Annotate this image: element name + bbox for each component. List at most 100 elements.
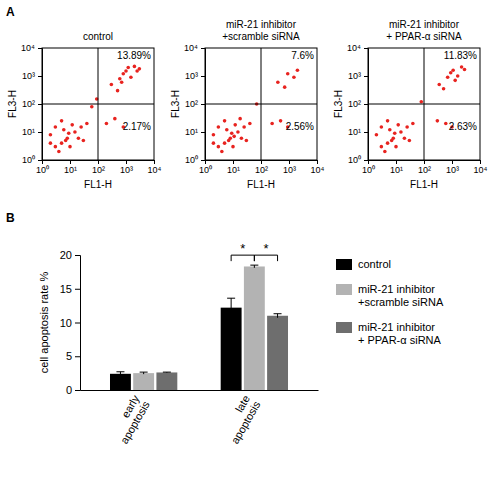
bar [133,373,154,390]
tick-label: lateapoptosis [218,393,263,446]
point [138,67,142,71]
point [77,136,81,140]
point [124,69,128,73]
tick: 10⁰ [22,155,42,165]
point [411,122,415,126]
tick: 10³ [283,160,296,175]
tick-label: 10⁰ [185,155,198,165]
significance-label: * [263,241,268,256]
tick: 10¹ [390,160,403,175]
point [394,145,398,149]
text-line: miR-21 inhibitor [226,19,297,30]
plot-frame [205,48,317,160]
tick-label: 0 [66,384,72,396]
tick-mark [75,390,80,391]
text-line: +scramble siRNA [222,31,300,42]
text-line: control [83,31,113,42]
point [217,125,221,129]
point [116,89,120,93]
tick-mark [75,255,80,256]
tick-mark [317,160,318,164]
x-axis-title: FL1-H [84,179,112,190]
error-bar [277,314,278,318]
quadrant-percentage: 11.83% [444,50,477,61]
tick: 10⁴ [347,43,368,53]
legend: controlmiR-21 inhibitor+scramble siRNAmi… [336,258,444,346]
tick: 10² [418,160,431,175]
tick-mark [38,48,42,49]
tick-mark [396,160,397,164]
tick-label: 10⁰ [348,155,361,165]
point [419,100,423,104]
panel-label: A [6,5,15,19]
tick-label: 10³ [185,71,198,81]
bar [244,266,265,390]
point [405,125,409,129]
y-axis-title: cell apoptosis rate % [38,272,50,374]
point [456,74,460,78]
tick: 20 [60,249,80,261]
tick: 10⁰ [348,155,368,165]
quadrant-line-horizontal [42,104,154,105]
tick-label: 10 [60,317,72,329]
text-line: miR-21 inhibitor [358,283,435,295]
point [390,139,394,143]
tick: 10⁴ [311,160,325,175]
tick-mark [38,76,42,77]
tick: 10⁰ [36,160,49,175]
bar [267,316,288,390]
point [460,65,464,69]
tick-mark [364,132,368,133]
tick-mark [201,160,205,161]
tick-label: 10³ [348,71,361,81]
point [60,119,64,123]
axis-line [75,256,81,391]
point [238,117,242,121]
quadrant-line-horizontal [205,104,317,105]
legend-item: control [336,258,391,270]
scatter-panel: 10⁰10¹10²10³10⁴10⁰10¹10²10³10⁴FL1-HFL3-H… [7,31,162,190]
axis-line [206,161,318,165]
point [399,130,403,134]
tick-label: 10⁰ [199,165,212,175]
tick-mark [424,160,425,164]
tick-mark [201,104,205,105]
point [73,130,77,134]
point [386,141,390,145]
point [212,133,216,137]
point [225,128,229,132]
tick-label: 10² [348,99,361,109]
tick-mark [75,356,80,357]
quadrant-percentage: 2.56% [286,121,314,132]
point [54,125,58,129]
panel-title: miR-21 inhibitor+ PPAR-α siRNA [386,19,462,42]
error-cap [274,313,282,314]
point [446,75,450,79]
quadrant-percentage: 2.63% [449,121,477,132]
point [230,131,234,135]
y-axis-title: FL3-H [7,90,18,118]
x-axis-title: FL1-H [247,179,275,190]
page: {"chart_data": [ {"type": "scatter", "pa… [0,0,500,484]
tick: 10¹ [64,160,77,175]
tick-label: 10⁰ [22,155,35,165]
tick: 10³ [120,160,133,175]
legend-item: miR-21 inhibitor+ PPAR-α siRNA [336,321,442,346]
point [449,71,453,75]
text-line: apoptosis [229,399,263,446]
tick: lateapoptosis [218,393,263,446]
legend-swatch [336,284,352,295]
point [240,136,244,140]
point [463,68,467,72]
legend-label: miR-21 inhibitor+scramble siRNA [358,283,444,308]
tick-mark [364,48,368,49]
tick-label: 10¹ [22,127,35,137]
tick-mark [364,104,368,105]
point [245,139,249,143]
point [118,77,122,81]
error-cap [227,298,235,299]
tick-label: 10¹ [227,165,240,175]
error-cap [140,372,148,373]
point [380,145,384,149]
point [286,72,290,76]
